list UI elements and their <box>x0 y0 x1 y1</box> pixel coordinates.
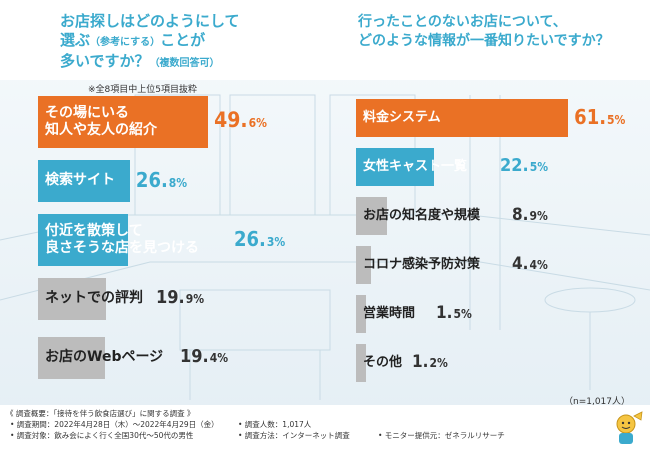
value-label-0-0: 49.6% <box>214 108 267 132</box>
bar-label-1-4: 営業時間 <box>363 305 415 322</box>
value-unit-0-4: 4% <box>209 351 229 366</box>
value-main-1-2: 8. <box>512 204 529 225</box>
value-main-0-0: 49. <box>214 108 248 133</box>
footer: 《 調査概要：「接待を伴う飲食店選び」に関する調査 》 • 調査期間：2022年… <box>0 405 650 450</box>
value-main-1-0: 61. <box>574 105 607 130</box>
footer-summary: 《 調査概要：「接待を伴う飲食店選び」に関する調査 》 <box>6 409 195 418</box>
bar-1-5: その他 <box>356 343 402 382</box>
footer-count: • 調査人数：1,017人 <box>238 420 312 429</box>
header: お店探しはどのようにして 選ぶ（参考にする）ことが 多いですか？（複数回答可） … <box>0 0 650 80</box>
bar-label-line-1-5-0: その他 <box>363 355 403 370</box>
top-five-note: ※全8項目中上位5項目抜粋 <box>88 85 197 95</box>
sample-size: （n=1,017人） <box>563 397 630 407</box>
value-label-1-1: 22.5% <box>500 155 548 176</box>
right-question-line2: どのような情報が一番知りたいですか？ <box>358 33 610 49</box>
value-unit-1-5: 2% <box>429 355 448 370</box>
bar-1-0: 料金システム <box>356 98 569 137</box>
bar-label-0-4: お店のWebページ <box>45 349 163 366</box>
bar-label-line-1-4-0: 営業時間 <box>363 306 416 321</box>
bar-label-0-0: その場にいる 知人や友人の紹介 <box>45 105 157 139</box>
value-unit-1-3: 4% <box>529 257 548 272</box>
bar-label-line-0-0-0: その場にいる <box>45 104 129 121</box>
bar-0-4: お店のWebページ <box>38 336 163 379</box>
bar-label-1-0: 料金システム <box>363 109 441 126</box>
value-main-1-4: 1. <box>436 302 453 323</box>
left-question: お店探しはどのようにして 選ぶ（参考にする）ことが 多いですか？（複数回答可） <box>60 12 300 73</box>
bar-label-0-1: 検索サイト <box>45 172 115 189</box>
value-unit-1-0: 5% <box>607 113 626 128</box>
bar-label-line-0-3-0: ネットでの評判 <box>45 290 143 306</box>
left-question-line3a: 多いですか？ <box>60 52 150 70</box>
bar-label-line-0-2-1: 良さそうな店を見つける <box>45 239 199 256</box>
left-question-line1: お店探しはどのようにして <box>60 12 240 30</box>
bar-label-1-2: お店の知名度や規模 <box>363 207 480 224</box>
value-main-1-1: 22. <box>500 155 529 177</box>
value-label-1-2: 8.9% <box>512 205 548 225</box>
bar-0-2: 付近を散策して 良さそうな店を見つける <box>38 213 199 266</box>
bar-label-0-2: 付近を散策して 良さそうな店を見つける <box>45 223 199 257</box>
left-question-line2a: 選ぶ <box>60 31 91 49</box>
value-label-1-0: 61.5% <box>574 105 625 129</box>
value-label-0-2: 26.3% <box>234 227 285 251</box>
bar-label-line-0-1-0: 検索サイト <box>45 172 115 188</box>
left-question-line2b: ことが <box>160 31 206 49</box>
bar-label-line-1-0-0: 料金システム <box>363 110 441 125</box>
value-label-1-4: 1.5% <box>436 303 472 323</box>
value-unit-0-3: 9% <box>185 292 205 307</box>
bar-label-line-0-2-0: 付近を散策して <box>45 222 143 239</box>
bar-1-2: お店の知名度や規模 <box>356 196 480 235</box>
value-label-0-3: 19.9% <box>156 287 204 308</box>
bar-0-0: その場にいる 知人や友人の紹介 <box>38 95 209 148</box>
value-unit-1-2: 9% <box>529 208 548 223</box>
value-unit-0-0: 6% <box>248 116 267 131</box>
bar-label-line-1-2-0: お店の知名度や規模 <box>363 208 481 223</box>
bar-label-0-3: ネットでの評判 <box>45 290 143 307</box>
value-label-1-5: 1.2% <box>412 352 448 372</box>
bar-0-1: 検索サイト <box>38 159 130 202</box>
value-label-1-3: 4.4% <box>512 254 548 274</box>
value-main-1-3: 4. <box>512 253 529 274</box>
value-main-0-2: 26. <box>234 227 266 252</box>
bar-label-1-5: その他 <box>363 354 402 371</box>
value-unit-1-4: 5% <box>453 306 472 321</box>
value-label-0-1: 26.8% <box>136 168 187 192</box>
bar-1-1: 女性キャスト一覧 <box>356 147 467 186</box>
bar-label-line-1-3-0: コロナ感染予防対策 <box>363 257 481 272</box>
value-unit-1-1: 5% <box>529 160 549 175</box>
value-label-0-4: 19.4% <box>180 346 228 367</box>
value-unit-0-2: 3% <box>266 235 286 250</box>
bar-1-4: 営業時間 <box>356 294 415 333</box>
footer-target: • 調査対象：飲み会によく行く全国30代〜50代の男性 <box>10 431 194 440</box>
value-unit-0-1: 8% <box>168 176 188 191</box>
bar-label-line-1-1-0: 女性キャスト一覧 <box>363 159 468 174</box>
right-question-line1: 行ったことのないお店について、 <box>358 14 567 30</box>
bar-label-1-1: 女性キャスト一覧 <box>363 158 467 175</box>
bar-0-3: ネットでの評判 <box>38 277 143 320</box>
value-main-1-5: 1. <box>412 351 429 372</box>
value-main-0-1: 26. <box>135 168 168 193</box>
right-question: 行ったことのないお店について、 どのような情報が一番知りたいですか？ <box>358 13 648 51</box>
bar-label-line-0-0-1: 知人や友人の紹介 <box>45 121 157 138</box>
mascot-icon <box>616 411 643 444</box>
footer-method: • 調査方法：インターネット調査 <box>238 431 350 440</box>
bar-1-3: コロナ感染予防対策 <box>356 245 480 284</box>
bar-label-1-3: コロナ感染予防対策 <box>363 256 480 273</box>
value-main-0-3: 19. <box>156 287 185 309</box>
bar-label-line-0-4-0: お店のWebページ <box>45 349 164 365</box>
footer-provider: • モニター提供元：ゼネラルリサーチ <box>378 431 505 440</box>
left-question-line2-small: （参考にする） <box>90 37 161 48</box>
left-question-line3-small: （複数回答可） <box>149 58 220 69</box>
value-main-0-4: 19. <box>180 346 209 368</box>
footer-period: • 調査期間：2022年4月28日（木）〜2022年4月29日（金） <box>10 420 219 429</box>
